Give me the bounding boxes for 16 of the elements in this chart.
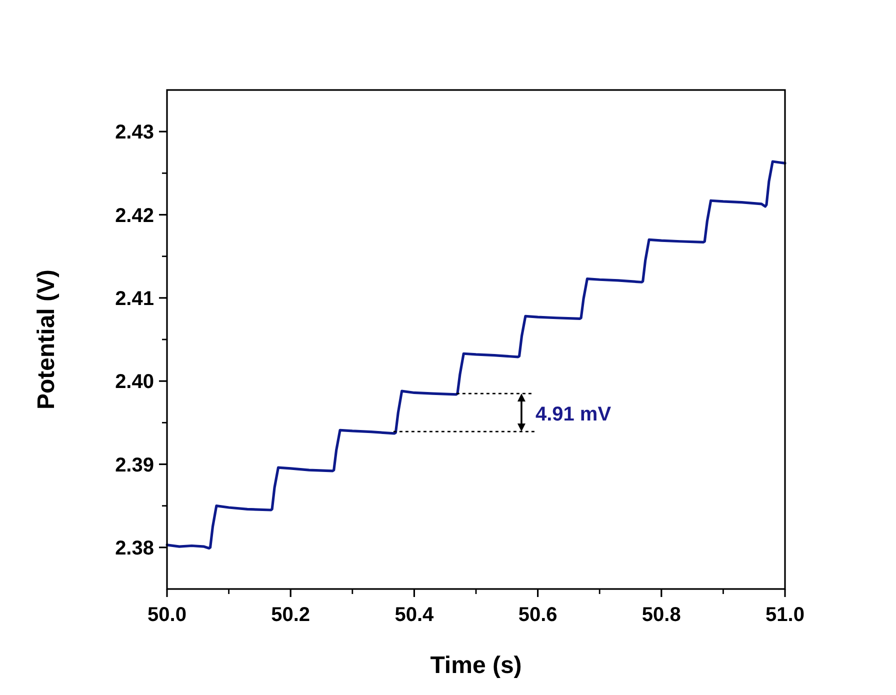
x-tick-label: 50.8 <box>642 604 681 626</box>
x-tick-label: 50.2 <box>271 604 310 626</box>
y-tick-label: 2.39 <box>115 454 154 476</box>
y-tick-label: 2.38 <box>115 537 154 560</box>
y-tick-label: 2.42 <box>115 204 154 227</box>
y-axis-title: Potential (V) <box>33 269 60 410</box>
x-axis-title: Time (s) <box>430 652 522 679</box>
x-tick-label: 51.0 <box>766 604 804 626</box>
x-tick-label: 50.6 <box>518 604 558 626</box>
annotation: 4.91 mV <box>535 404 612 426</box>
x-tick-label: 50.4 <box>394 604 435 626</box>
y-tick-label: 2.43 <box>115 122 154 144</box>
y-tick-label: 2.41 <box>115 288 154 310</box>
x-tick-label: 50.0 <box>148 604 186 626</box>
y-tick-label: 2.40 <box>115 371 154 394</box>
line-series <box>166 160 786 550</box>
